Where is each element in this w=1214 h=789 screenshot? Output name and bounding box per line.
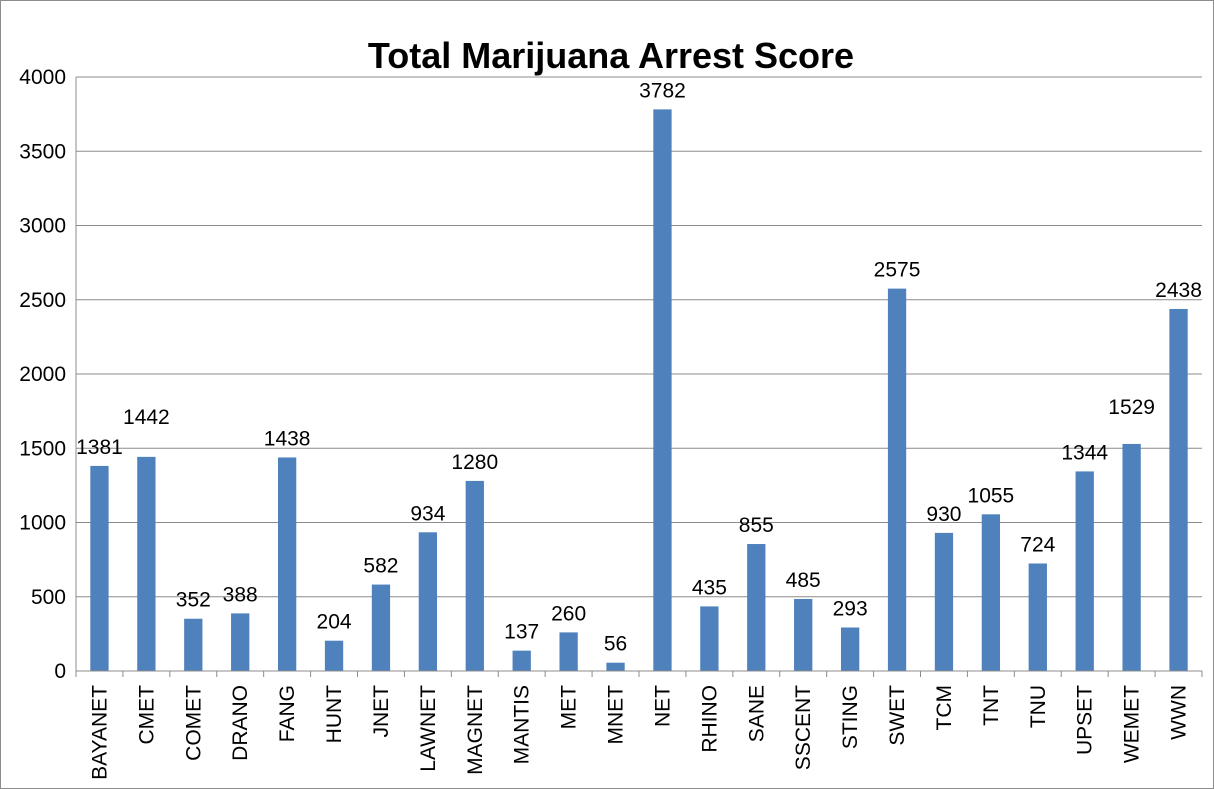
x-category-label: STING (839, 685, 862, 749)
x-category-label: WEMET (1121, 685, 1144, 763)
bar (231, 613, 250, 671)
bar (840, 627, 860, 671)
bar (653, 109, 672, 672)
y-tick-label: 1000 (19, 512, 66, 535)
x-category-label: SSCENT (792, 685, 815, 770)
x-category-label: RHINO (698, 685, 721, 753)
y-tick-label: 4000 (19, 66, 66, 89)
x-category-label: LAWNET (417, 685, 440, 772)
x-category-label: MAGNET (464, 685, 487, 775)
x-category-label: TNT (980, 685, 1003, 726)
bar (512, 650, 531, 671)
x-category-label: FANG (276, 685, 299, 742)
data-label: 388 (223, 583, 258, 606)
y-tick-label: 500 (31, 586, 66, 609)
data-label: 1529 (1108, 396, 1155, 419)
x-category-label: BAYANET (88, 685, 111, 780)
y-axis-tick-labels: 0 500 1000 1500 2000 2500 3000 3500 4000 (19, 66, 66, 683)
data-label: 3782 (639, 79, 686, 102)
chart-title: Total Marijuana Arrest Score (368, 35, 854, 76)
x-category-label: JNET (370, 685, 393, 738)
bars (90, 109, 1188, 672)
bar (794, 598, 813, 671)
bar (137, 456, 156, 671)
bar (277, 457, 297, 671)
data-label: 1381 (76, 436, 123, 459)
x-category-label: MANTIS (511, 685, 534, 764)
bar (1169, 308, 1188, 671)
data-label: 1280 (451, 451, 498, 474)
y-tick-label: 3500 (19, 140, 66, 163)
bar (606, 662, 625, 671)
bar (1122, 443, 1141, 671)
bar (559, 632, 578, 671)
y-tick-label: 0 (54, 660, 66, 683)
x-category-label: MET (558, 685, 581, 730)
x-category-label: TNU (1027, 685, 1050, 728)
bar (1028, 563, 1047, 671)
bar (700, 606, 719, 671)
data-label: 352 (176, 589, 211, 612)
x-category-label: SANE (745, 685, 768, 742)
data-label: 137 (504, 621, 539, 644)
data-label: 582 (363, 555, 398, 578)
x-category-label: MNET (605, 685, 628, 745)
data-label: 260 (551, 602, 586, 625)
data-label: 1442 (123, 406, 170, 429)
data-label: 435 (692, 576, 727, 599)
bar (465, 480, 484, 671)
data-label: 934 (410, 502, 445, 525)
bar (934, 532, 954, 671)
x-category-label: SWET (886, 685, 909, 746)
x-category-label: HUNT (323, 685, 346, 743)
bar (90, 465, 109, 671)
x-category-label: DRANO (229, 685, 252, 761)
y-tick-label: 2000 (19, 363, 66, 386)
x-axis-category-labels: BAYANET CMET COMET DRANO FANG HUNT JNET LAWNET M… (75, 671, 1203, 780)
x-category-label: COMET (182, 685, 205, 761)
gridlines (76, 76, 1202, 598)
data-label: 293 (833, 597, 868, 620)
data-label: 855 (739, 514, 774, 537)
data-label: 1438 (264, 427, 311, 450)
data-label: 930 (926, 503, 961, 526)
data-label: 1344 (1061, 441, 1108, 464)
bar (1075, 471, 1094, 671)
bar (184, 618, 203, 671)
bar (981, 514, 1001, 671)
bar (418, 532, 438, 671)
x-category-label: CMET (135, 685, 158, 745)
bar (747, 544, 766, 671)
bar (324, 640, 344, 671)
y-tick-label: 2500 (19, 289, 66, 312)
data-label: 2438 (1155, 279, 1202, 302)
data-label: 56 (604, 633, 627, 656)
data-label: 485 (786, 569, 821, 592)
x-category-label: WWN (1168, 685, 1191, 740)
x-category-label: UPSET (1074, 685, 1097, 755)
bar (371, 584, 391, 671)
data-label: 1055 (968, 484, 1015, 507)
y-tick-label: 3000 (19, 215, 66, 238)
data-label: 724 (1020, 533, 1055, 556)
y-tick-label: 1500 (19, 437, 66, 460)
x-category-label: NET (651, 685, 674, 727)
bar (887, 288, 907, 671)
data-label: 204 (317, 611, 352, 634)
x-category-label: TCM (933, 685, 956, 731)
data-label: 2575 (874, 259, 921, 282)
